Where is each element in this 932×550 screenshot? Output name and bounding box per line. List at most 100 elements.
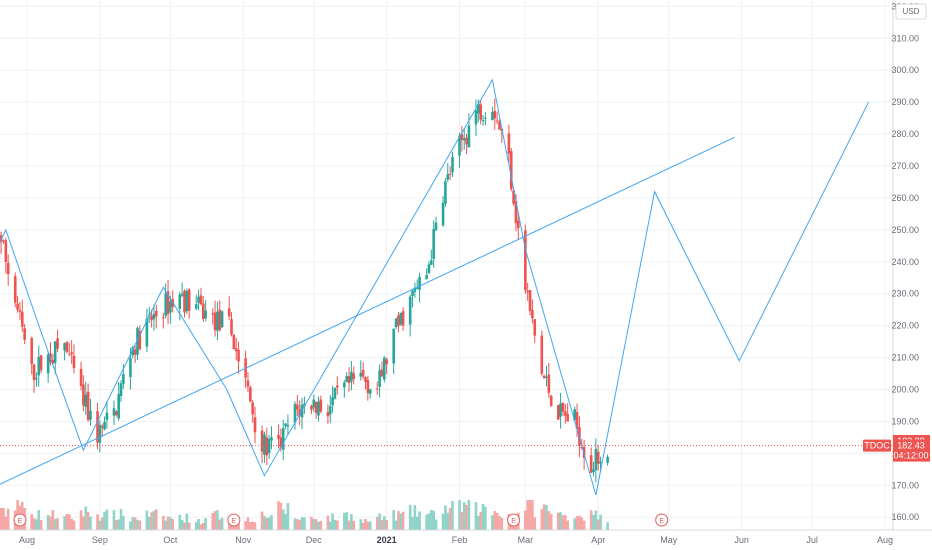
earnings-marker[interactable]: E — [655, 513, 669, 527]
volume-bar — [46, 515, 50, 530]
candle-body — [70, 352, 73, 355]
volume-bar — [253, 522, 257, 530]
candle-body — [213, 312, 217, 331]
candle-body — [451, 157, 454, 173]
bar-countdown: 04:12:00 — [893, 451, 928, 461]
zigzag-drawing[interactable] — [0, 78, 597, 496]
x-tick-label: Feb — [452, 535, 468, 545]
volume-bar — [430, 510, 433, 530]
drawings[interactable] — [0, 78, 869, 498]
y-tick-label: 170.00 — [891, 480, 919, 490]
candle-body — [495, 120, 499, 122]
candle-body — [86, 391, 90, 420]
candle-body — [312, 399, 316, 408]
volume-bar — [498, 516, 501, 530]
projection-drawing[interactable] — [595, 101, 869, 495]
candle-body — [112, 408, 116, 416]
currency-text: USD — [903, 7, 920, 16]
volume-bar — [474, 501, 478, 530]
volume-bar — [477, 515, 480, 530]
candle-body — [298, 409, 301, 416]
earnings-marker-label: E — [18, 518, 23, 525]
volume-bar — [462, 502, 466, 530]
volume-bar — [166, 516, 170, 530]
candle-body — [263, 434, 266, 455]
candle-body — [564, 411, 567, 416]
volume-bar — [178, 514, 182, 530]
candle-body — [545, 376, 548, 378]
volume-bar — [479, 512, 482, 530]
currency-label[interactable]: USD — [895, 3, 927, 20]
y-tick-label: 280.00 — [891, 129, 919, 139]
volume-bar — [559, 512, 562, 530]
symbol-tag[interactable]: TDOC — [863, 439, 891, 452]
volume-bar — [361, 522, 365, 530]
volume-bar — [131, 517, 135, 530]
candle-body — [46, 354, 50, 374]
candle-body — [430, 260, 433, 265]
volume-bar — [300, 517, 304, 530]
volume-bar — [169, 517, 172, 530]
volume-bar — [467, 500, 471, 530]
candle-body — [580, 447, 584, 449]
last-price-value: 182.43 — [897, 441, 925, 451]
candle-body — [164, 293, 167, 316]
candle-body — [394, 318, 398, 327]
volume-bar — [573, 518, 577, 530]
earnings-marker[interactable]: E — [507, 513, 521, 527]
candle-body — [385, 359, 388, 365]
volume-bar — [279, 502, 283, 530]
earnings-marker[interactable]: E — [227, 513, 241, 527]
volume-bar — [366, 521, 370, 530]
volume-bar — [314, 519, 318, 530]
volume-bar — [154, 509, 158, 530]
volume-bar — [578, 515, 581, 530]
candle-body — [507, 133, 511, 154]
volume-bar — [331, 513, 334, 530]
volume-bar — [260, 511, 264, 530]
candle-body — [335, 385, 339, 388]
candle-body — [343, 382, 346, 388]
volume-bar — [270, 515, 273, 530]
volume-bar — [484, 506, 487, 530]
volume-bar — [491, 515, 494, 530]
volume-bar — [72, 520, 76, 530]
volume-bar — [582, 520, 586, 530]
volume-bar — [286, 503, 290, 530]
candle-body — [368, 389, 372, 394]
candle-body — [399, 312, 403, 325]
candle-body — [326, 412, 330, 417]
candle-body — [359, 372, 363, 377]
candle-body — [98, 424, 102, 443]
candle-body — [197, 296, 200, 303]
volume-bar — [383, 516, 386, 530]
y-tick-label: 310.00 — [891, 33, 919, 43]
candle-body — [310, 405, 313, 410]
candle-body — [96, 411, 99, 443]
candle-body — [152, 314, 156, 320]
candlesticks — [0, 98, 609, 483]
volume-bar — [194, 522, 198, 530]
candle-body — [232, 334, 236, 350]
volume-bar — [133, 517, 137, 530]
earnings-marker[interactable]: E — [13, 513, 27, 527]
candle-body — [202, 303, 205, 320]
candle-body — [286, 424, 290, 427]
y-tick-label: 230.00 — [891, 289, 919, 299]
candle-body — [516, 220, 520, 229]
volume-bar — [199, 524, 203, 530]
candle-body — [119, 383, 123, 397]
candle-body — [56, 338, 59, 349]
volume-bar — [86, 512, 90, 530]
trendline-drawing[interactable] — [0, 136, 735, 498]
time-axis[interactable]: Aug Sep Oct Nov Dec 2021 Feb Mar Apr May Jun Jul Aug — [19, 535, 893, 545]
volume-bar — [427, 513, 431, 530]
volume-bar — [413, 505, 417, 530]
candle-body — [178, 294, 182, 309]
volume-bar — [328, 521, 332, 530]
volume-bar — [418, 511, 421, 530]
candle-body — [375, 388, 379, 390]
candle-body — [115, 411, 118, 416]
